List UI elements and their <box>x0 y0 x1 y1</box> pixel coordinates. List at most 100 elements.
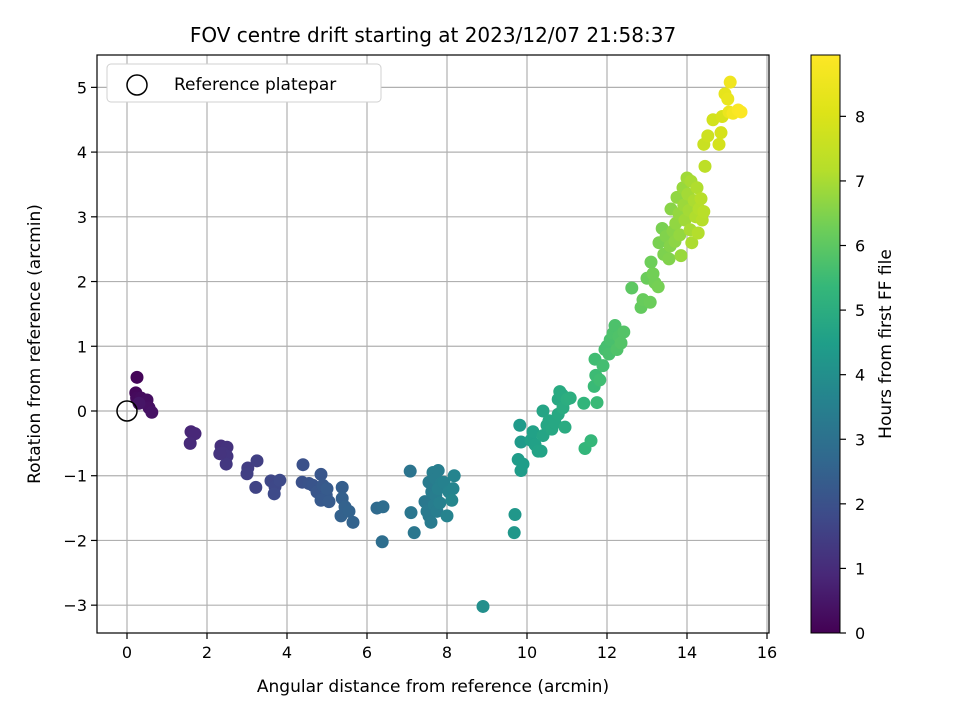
data-point <box>662 252 676 266</box>
data-point <box>508 508 522 522</box>
data-point <box>249 480 263 494</box>
colorbar-tick-label: 4 <box>855 366 865 385</box>
y-tick-label: 0 <box>77 402 87 421</box>
data-point <box>213 447 227 461</box>
legend-entry: Reference platepar <box>174 75 336 95</box>
data-point <box>376 500 390 514</box>
data-point <box>514 435 528 449</box>
x-tick-label: 2 <box>202 643 212 662</box>
data-point <box>691 226 705 240</box>
x-tick-label: 14 <box>677 643 697 662</box>
data-point <box>734 105 748 119</box>
data-point <box>596 359 610 373</box>
data-point <box>183 436 197 450</box>
data-point <box>674 249 688 263</box>
data-point <box>536 404 550 418</box>
x-tick-label: 8 <box>442 643 452 662</box>
data-point <box>723 75 737 89</box>
y-tick-label: 4 <box>77 143 87 162</box>
x-tick-label: 16 <box>757 643 777 662</box>
data-points <box>129 75 748 613</box>
data-point <box>643 295 657 309</box>
y-axis-label: Rotation from reference (arcmin) <box>25 204 45 484</box>
data-point <box>250 454 264 468</box>
legend-marker-icon <box>126 74 148 96</box>
grid <box>97 55 769 633</box>
data-point <box>240 467 254 481</box>
y-tick-label: −1 <box>63 467 87 486</box>
colorbar-tick-label: 8 <box>855 107 865 126</box>
y-axis-ticks: −3 −2 −1 0 1 2 3 4 5 <box>63 78 97 615</box>
y-tick-label: −3 <box>63 596 87 615</box>
y-tick-label: −2 <box>63 531 87 550</box>
data-point <box>625 281 639 295</box>
data-point <box>476 599 490 613</box>
y-tick-label: 2 <box>77 273 87 292</box>
data-point <box>433 496 447 510</box>
colorbar-tick-label: 2 <box>855 495 865 514</box>
legend: Reference platepar <box>106 63 382 103</box>
data-point <box>534 444 548 458</box>
data-point <box>678 213 692 227</box>
y-tick-label: 5 <box>77 78 87 97</box>
data-point <box>403 464 417 478</box>
colorbar-label: Hours from first FF file <box>876 249 896 439</box>
x-tick-label: 12 <box>597 643 617 662</box>
data-point <box>593 373 607 387</box>
data-point <box>507 526 521 540</box>
data-point <box>516 457 530 471</box>
data-point <box>697 205 711 219</box>
colorbar-tick-label: 7 <box>855 172 865 191</box>
colorbar-tick-label: 5 <box>855 301 865 320</box>
data-point <box>446 482 460 496</box>
data-point <box>322 495 336 509</box>
x-tick-label: 6 <box>362 643 372 662</box>
data-point <box>447 469 461 483</box>
data-point <box>335 480 349 494</box>
data-point <box>614 336 628 350</box>
data-point <box>590 396 604 410</box>
data-point <box>617 325 631 339</box>
data-point <box>440 509 454 523</box>
data-point <box>651 280 665 294</box>
data-point <box>437 475 451 489</box>
data-point <box>273 473 287 487</box>
data-point <box>267 487 281 501</box>
colorbar-tick-label: 0 <box>855 624 865 643</box>
colorbar: 0 1 2 3 4 5 6 7 8 Hours from first FF file <box>810 54 896 643</box>
data-point <box>342 504 356 518</box>
data-point <box>375 535 389 549</box>
data-point <box>721 92 735 106</box>
x-axis-ticks: 0 2 4 6 8 10 12 14 16 <box>122 633 777 662</box>
y-tick-label: 1 <box>77 337 87 356</box>
x-tick-label: 0 <box>122 643 132 662</box>
colorbar-tick-label: 3 <box>855 430 865 449</box>
y-tick-label: 3 <box>77 208 87 227</box>
data-point <box>132 396 146 410</box>
colorbar-tick-label: 6 <box>855 237 865 256</box>
data-point <box>712 137 726 151</box>
data-point <box>424 515 438 529</box>
data-point <box>314 467 328 481</box>
data-point <box>404 506 418 520</box>
data-point <box>690 181 704 195</box>
data-point <box>320 482 334 496</box>
data-point <box>445 493 459 507</box>
data-point <box>694 192 708 206</box>
data-point <box>673 228 687 242</box>
data-point <box>188 427 202 441</box>
data-point <box>219 457 233 471</box>
data-point <box>526 425 540 439</box>
data-point <box>346 515 360 529</box>
data-point <box>513 418 527 432</box>
colorbar-ticks: 0 1 2 3 4 5 6 7 8 <box>840 107 865 643</box>
data-point <box>584 434 598 448</box>
colorbar-tick-label: 1 <box>855 559 865 578</box>
x-tick-label: 10 <box>517 643 537 662</box>
data-point <box>407 526 421 540</box>
data-point <box>577 396 591 410</box>
data-point <box>296 458 310 472</box>
data-point <box>563 391 577 405</box>
data-point <box>558 420 572 434</box>
chart-title: FOV centre drift starting at 2023/12/07 … <box>190 23 676 47</box>
